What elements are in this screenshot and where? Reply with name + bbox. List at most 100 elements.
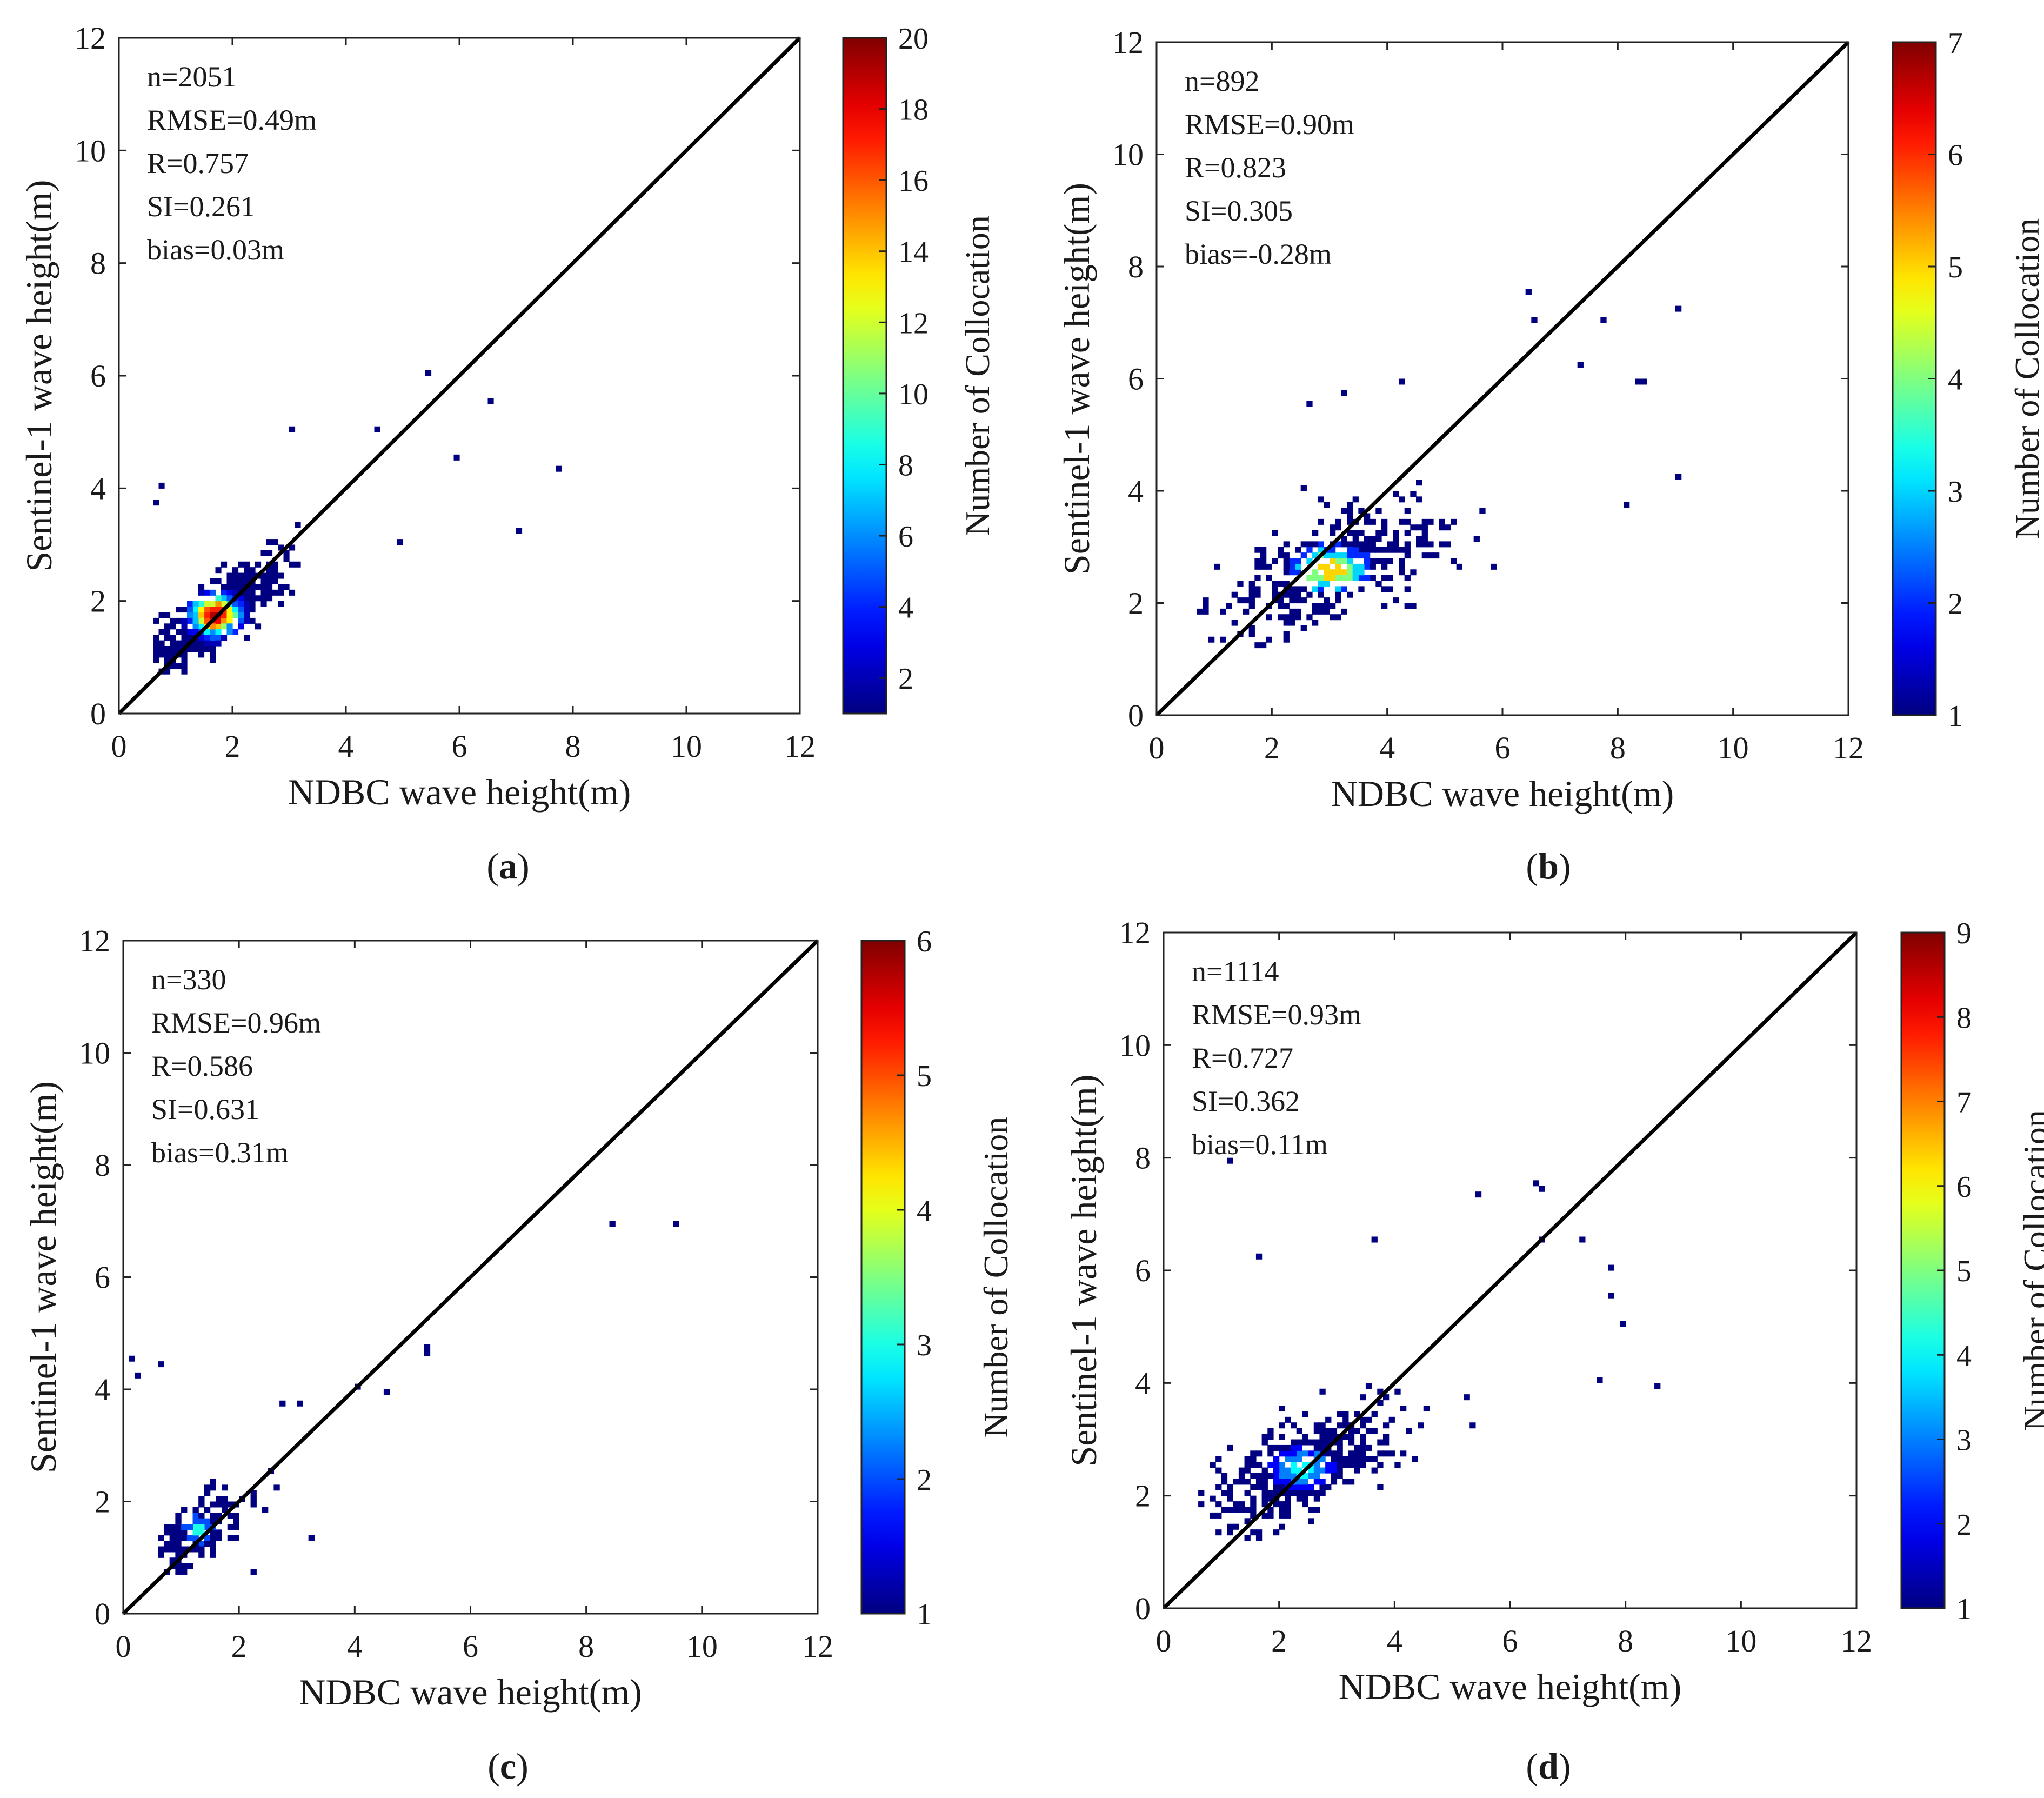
- heatmap-bin: [1325, 1450, 1332, 1457]
- heatmap-bin: [1539, 1186, 1545, 1192]
- heatmap-bin: [1215, 1484, 1222, 1490]
- heatmap-bin: [1624, 502, 1630, 508]
- heatmap-bin: [1358, 552, 1365, 559]
- heatmap-bin: [232, 572, 239, 579]
- heatmap-bin: [1427, 552, 1434, 559]
- heatmap-bin: [175, 1569, 182, 1575]
- heatmap-bin: [1464, 1394, 1470, 1401]
- heatmap-bin: [374, 426, 380, 432]
- heatmap-bin: [210, 635, 216, 641]
- heatmap-bin: [1227, 1490, 1233, 1496]
- heatmap-bin: [266, 595, 273, 602]
- heatmap-bin: [158, 1535, 164, 1541]
- heatmap-bin: [1439, 518, 1445, 525]
- heatmap-bin: [1348, 1456, 1355, 1462]
- heatmap-bin: [1318, 586, 1324, 592]
- heatmap-bin: [1279, 1507, 1285, 1513]
- x-tick-label: 12: [1833, 730, 1864, 765]
- heatmap-bin: [204, 1541, 211, 1547]
- heatmap-bin: [1283, 541, 1290, 548]
- heatmap-bin: [221, 601, 228, 607]
- heatmap-bin: [1348, 1434, 1355, 1440]
- heatmap-bin: [1416, 541, 1422, 548]
- heatmap-bin: [227, 1501, 234, 1508]
- heatmap-bin: [192, 612, 199, 618]
- heatmap-bin: [1318, 575, 1324, 581]
- heatmap-bin: [1364, 558, 1371, 564]
- heatmap-bin: [1341, 390, 1347, 396]
- heatmap-bin: [1300, 586, 1307, 592]
- heatmap-bin: [1306, 558, 1313, 564]
- heatmap-bin: [1597, 1377, 1603, 1383]
- heatmap-bin: [1335, 563, 1341, 570]
- y-tick-label: 12: [1119, 915, 1151, 950]
- heatmap-bin: [1348, 1439, 1355, 1446]
- y-axis-title: Sentinel-1 wave height(m): [23, 1081, 64, 1473]
- heatmap-bin: [250, 1501, 257, 1508]
- heatmap-bin: [1203, 597, 1209, 604]
- panel-label-close: ): [516, 1746, 529, 1787]
- heatmap-bin: [1352, 575, 1359, 581]
- heatmap-bin: [221, 623, 228, 630]
- heatmap-bin: [232, 589, 239, 596]
- heatmap-bin: [1416, 536, 1422, 542]
- colorbar-tick-label: 5: [917, 1060, 932, 1093]
- heatmap-bin: [170, 640, 176, 647]
- heatmap-bin: [1260, 552, 1267, 559]
- heatmap-bin: [1308, 1490, 1314, 1496]
- heatmap-bin: [283, 550, 290, 556]
- heatmap-bin: [227, 1513, 234, 1519]
- x-tick-label: 12: [784, 729, 816, 764]
- heatmap-bin: [153, 500, 159, 506]
- heatmap-bin: [238, 572, 244, 579]
- heatmap-bin: [1273, 1479, 1280, 1485]
- heatmap-bin: [1364, 541, 1371, 548]
- heatmap-bin: [1375, 547, 1382, 553]
- heatmap-bin: [1312, 603, 1319, 609]
- heatmap-bin: [1254, 575, 1261, 581]
- heatmap-bin: [1308, 1439, 1314, 1446]
- heatmap-bin: [181, 651, 188, 658]
- heatmap-bin: [1279, 1484, 1285, 1490]
- heatmap-bin: [1371, 1467, 1378, 1474]
- y-axis-title: Sentinel-1 wave height(m): [1063, 1074, 1104, 1466]
- heatmap-bin: [1371, 1411, 1378, 1417]
- heatmap-bin: [204, 1524, 211, 1530]
- heatmap-bin: [1266, 614, 1272, 621]
- heatmap-bin: [227, 1535, 234, 1541]
- colorbar-tick-label: 4: [1948, 363, 1963, 397]
- heatmap-bin: [1352, 536, 1359, 542]
- panel-label-letter: b: [1538, 845, 1559, 887]
- heatmap-bin: [1203, 603, 1209, 609]
- heatmap-bin: [198, 584, 205, 590]
- x-tick-label: 4: [1379, 730, 1395, 765]
- heatmap-bin: [1306, 614, 1313, 621]
- heatmap-bin: [1285, 1416, 1291, 1423]
- heatmap-bin: [1238, 1473, 1245, 1480]
- colorbar-tick-label: 5: [1956, 1255, 1972, 1288]
- colorbar-tick-label: 18: [898, 94, 929, 127]
- heatmap-bin: [1302, 1473, 1308, 1480]
- heatmap-bin: [1404, 541, 1411, 548]
- heatmap-bin: [1388, 1450, 1395, 1457]
- heatmap-bin: [1250, 1462, 1257, 1468]
- heatmap-bin: [1410, 569, 1417, 576]
- heatmap-bin: [1347, 502, 1353, 508]
- heatmap-bin: [1267, 1444, 1274, 1451]
- heatmap-bin: [181, 640, 188, 647]
- heatmap-bin: [181, 635, 188, 641]
- colorbar-tick-label: 2: [1948, 588, 1963, 621]
- heatmap-bin: [1360, 1416, 1366, 1423]
- heatmap-bin: [1226, 603, 1232, 609]
- heatmap-bin: [283, 584, 290, 590]
- heatmap-bin: [1365, 1383, 1372, 1389]
- heatmap-bin: [1360, 1444, 1366, 1451]
- heatmap-bin: [1360, 1462, 1366, 1468]
- heatmap-bin: [1347, 541, 1353, 548]
- heatmap-bin: [289, 426, 296, 432]
- x-tick-label: 4: [1387, 1623, 1402, 1659]
- heatmap-bin: [1197, 608, 1203, 615]
- heatmap-bin: [1381, 563, 1388, 570]
- heatmap-bin: [1399, 563, 1405, 570]
- heatmap-bin: [1267, 1495, 1274, 1502]
